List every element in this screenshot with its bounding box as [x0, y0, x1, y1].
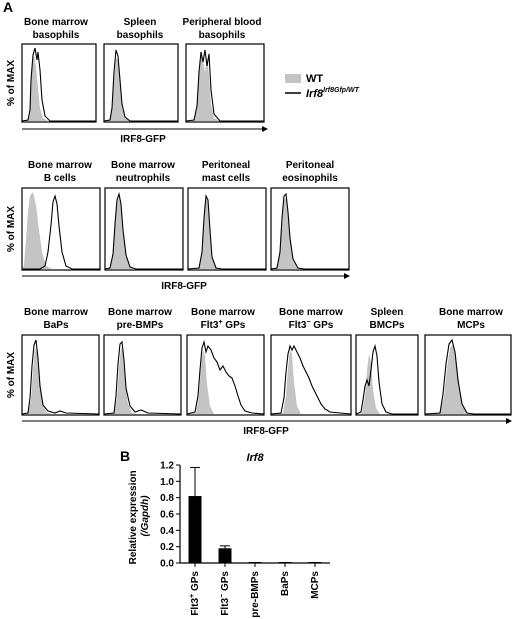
bar-chart: 0.0 0.2 0.4 0.6 0.8 1.0 1.2 Flt3+ GPs Flt3− GPs p…	[160, 461, 330, 618]
row1-title-line2: basophils	[117, 30, 164, 41]
wt-histogram	[104, 58, 130, 121]
y-tick-label: 0.2	[160, 542, 174, 553]
wt-histogram	[271, 198, 304, 269]
reporter-histogram	[22, 194, 100, 270]
legend: WT Irf8Irf8Gfp/WT	[285, 73, 360, 100]
reporter-histogram	[270, 192, 349, 270]
y-axis-label: % of MAX	[6, 206, 17, 252]
histogram-panel	[185, 43, 265, 123]
wt-histogram	[425, 344, 468, 414]
reporter-histogram	[424, 338, 511, 415]
bar	[308, 562, 322, 563]
histogram-panel	[355, 334, 419, 416]
histogram-panel	[21, 43, 97, 123]
row3-title-line2: Flt3− GPs	[289, 319, 334, 331]
wt-histogram	[104, 348, 138, 414]
reporter-histogram	[355, 343, 418, 415]
x-axis-label: IRF8-GFP	[243, 426, 289, 437]
row3-title-line1: Bone marrow	[24, 307, 88, 318]
row2-title-line2: B cells	[44, 173, 77, 184]
histogram-panel	[21, 187, 101, 271]
panel-b-label: B	[120, 448, 130, 464]
reporter-histogram	[104, 191, 183, 270]
y-tick-label: 1.2	[160, 461, 174, 472]
row3-title-line2: BMCPs	[369, 320, 404, 331]
row3-title-line1: Spleen	[371, 307, 404, 318]
row3-title-line2: MCPs	[457, 320, 485, 331]
row1-title-line1: Peripheral blood	[183, 17, 262, 28]
x-tick-label: Flt3+ GPs	[189, 571, 201, 616]
histogram-panel	[186, 334, 265, 416]
bar	[278, 562, 292, 563]
wt-histogram	[22, 192, 52, 269]
y-tick-label: 0.0	[160, 559, 174, 570]
y-axis-label: % of MAX	[6, 352, 17, 398]
reporter-histogram	[103, 49, 178, 122]
x-tick-label: BaPs	[280, 571, 291, 596]
wt-histogram	[188, 198, 222, 269]
reporter-histogram	[103, 340, 182, 415]
wt-histogram	[187, 350, 214, 414]
legend-reporter-label: Irf8Irf8Gfp/WT	[306, 87, 360, 100]
y-tick-label: 0.8	[160, 493, 174, 504]
row3-title-line1: Bone marrow	[279, 307, 343, 318]
bar	[248, 562, 262, 563]
y-tick-label: 1.0	[160, 477, 174, 488]
row2-title-line2: mast cells	[202, 173, 251, 184]
row3-title-line2: Flt3+ GPs	[201, 319, 246, 331]
reporter-histogram	[21, 339, 100, 415]
reporter-histogram	[270, 344, 352, 415]
bar	[188, 496, 202, 563]
histogram-panel	[187, 187, 267, 271]
row2-title-line1: Bone marrow	[28, 160, 92, 171]
x-tick-label: Flt3− GPs	[219, 571, 231, 616]
bar	[218, 548, 232, 563]
reporter-histogram	[185, 49, 264, 122]
histogram-panel	[103, 334, 182, 416]
chart-ylabel: Relative expression (/Gapdh)	[128, 468, 151, 565]
panel-a-label: A	[3, 0, 13, 15]
reporter-histogram	[21, 47, 96, 122]
x-axis-label: IRF8-GFP	[161, 281, 207, 292]
x-axis-label: IRF8-GFP	[120, 134, 166, 145]
wt-histogram	[22, 348, 52, 414]
row2-title-line2: neutrophils	[116, 173, 171, 184]
y-axis-label: % of MAX	[6, 60, 17, 106]
chart-ylabel-line2: (/Gapdh)	[140, 495, 151, 537]
chart-title: Irf8	[246, 452, 264, 464]
histogram-panel	[424, 334, 512, 416]
row3-title-line1: Bone marrow	[191, 307, 255, 318]
row3-title-line1: Bone marrow	[439, 307, 503, 318]
histogram-panel	[103, 43, 179, 123]
row2-title-line1: Peritoneal	[202, 160, 251, 171]
row1-title-line1: Spleen	[124, 17, 157, 28]
legend-wt-swatch	[285, 74, 301, 83]
row3-title-line2: pre-BMPs	[117, 320, 164, 331]
row1-title-line2: basophils	[33, 30, 80, 41]
wt-histogram	[22, 55, 48, 121]
wt-histogram	[186, 56, 220, 121]
row3-title-line2: BaPs	[43, 320, 68, 331]
x-tick-label: pre-BMPs	[250, 571, 261, 618]
row2-title-line1: Bone marrow	[111, 160, 175, 171]
reporter-histogram	[186, 339, 265, 415]
histogram-panel	[270, 334, 352, 416]
row1-title-line2: basophils	[199, 30, 246, 41]
histogram-panel	[21, 334, 100, 416]
wt-histogram	[105, 196, 136, 269]
wt-histogram	[271, 350, 301, 414]
y-tick-label: 0.6	[160, 510, 174, 521]
reporter-histogram	[187, 194, 266, 270]
row2-title-line1: Peritoneal	[286, 160, 335, 171]
row2-title-line2: eosinophils	[282, 173, 338, 184]
row3-title-line1: Bone marrow	[108, 307, 172, 318]
histogram-panel	[270, 187, 350, 271]
legend-wt-label: WT	[306, 73, 323, 85]
x-tick-label: MCPs	[310, 571, 321, 599]
histogram-panel	[104, 187, 184, 271]
row1-title-line1: Bone marrow	[24, 17, 88, 28]
y-tick-label: 0.4	[160, 526, 174, 537]
